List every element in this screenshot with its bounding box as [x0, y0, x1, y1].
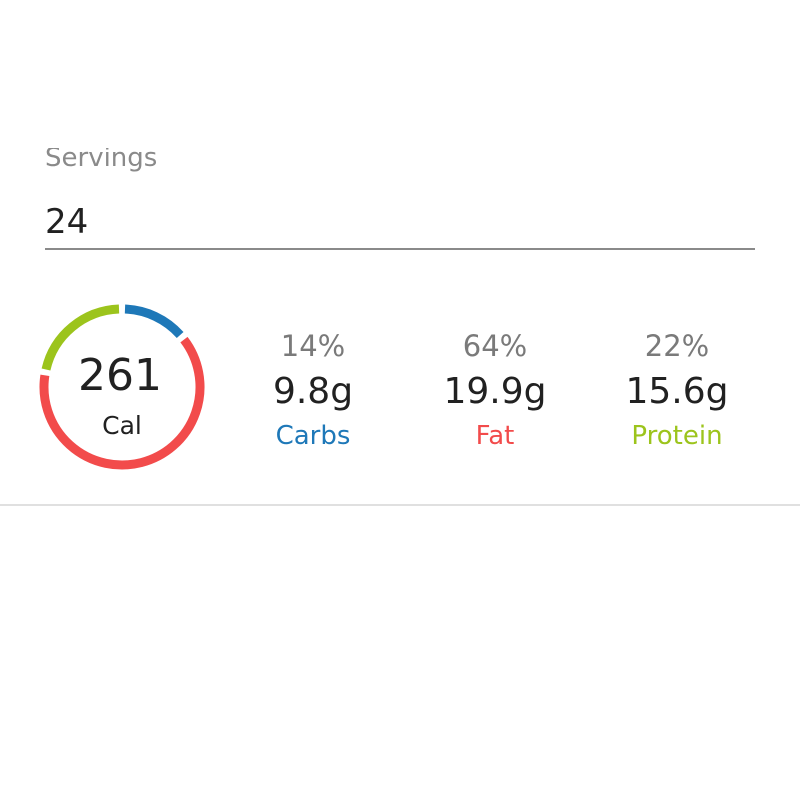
macro-name: Fat — [476, 421, 515, 451]
macro-arc — [41, 304, 120, 371]
macro-percent: 22% — [645, 329, 709, 363]
macro-percent: 64% — [463, 329, 527, 363]
macro-amount: 9.8g — [273, 371, 353, 412]
servings-input[interactable]: 24 — [45, 202, 88, 242]
macro-arc — [124, 304, 184, 339]
calories-unit: Cal — [102, 411, 142, 440]
macro-arc — [39, 336, 205, 470]
servings-label: Servings — [45, 143, 157, 173]
macro-name: Protein — [631, 421, 722, 451]
macro-percent: 14% — [281, 329, 345, 363]
macro-amount: 19.9g — [443, 371, 546, 412]
calories-value: 261 — [78, 350, 162, 401]
macro-name: Carbs — [276, 421, 351, 451]
macro-amount: 15.6g — [625, 371, 728, 412]
